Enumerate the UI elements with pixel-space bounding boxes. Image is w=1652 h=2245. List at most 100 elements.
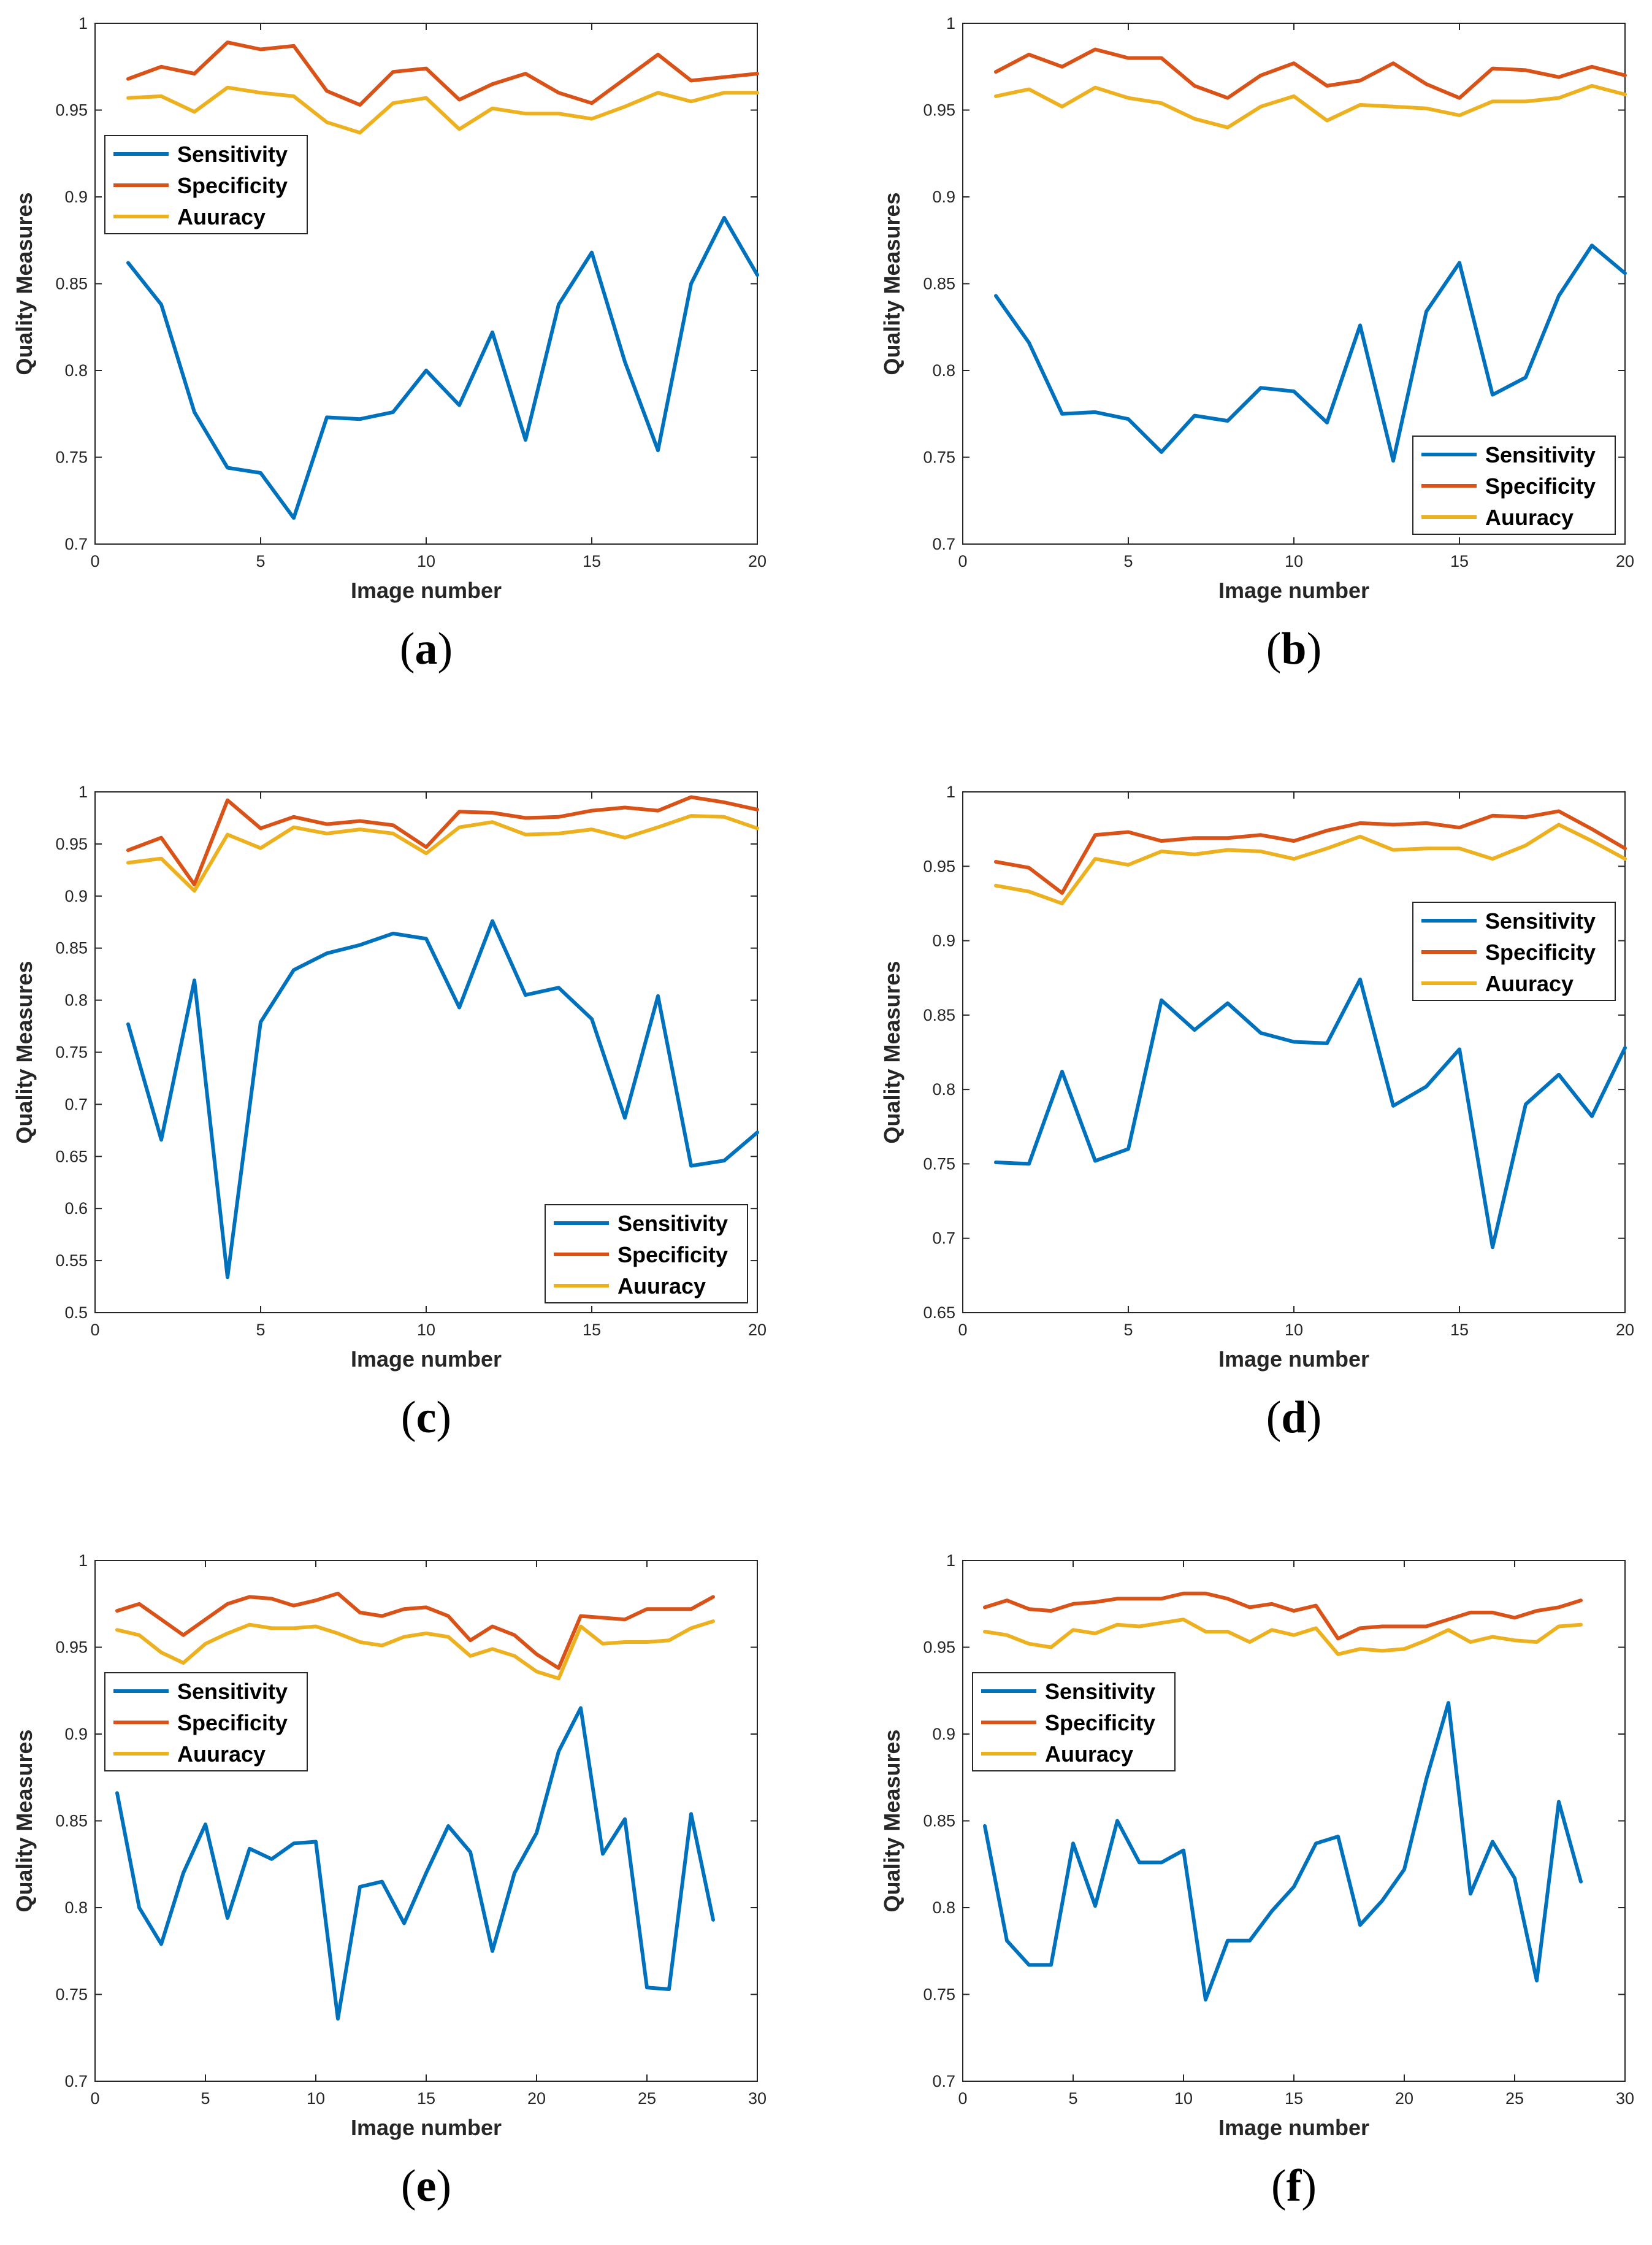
y-tick-label: 1 xyxy=(946,1551,955,1570)
legend-entry-label: Sensitivity xyxy=(1485,908,1596,934)
legend-entry-label: Sensitivity xyxy=(1045,1679,1155,1704)
x-tick-label: 5 xyxy=(1068,2089,1077,2108)
y-tick-label: 0.75 xyxy=(923,448,955,467)
series-line-sensitivity xyxy=(994,977,1627,1249)
y-tick-label: 0.95 xyxy=(923,1638,955,1657)
panel-caption: (e) xyxy=(401,2161,451,2211)
x-tick-label: 20 xyxy=(748,1321,767,1339)
legend-entry-label: Specificity xyxy=(1045,1710,1155,1735)
y-tick-label: 0.7 xyxy=(932,2072,955,2090)
legend-entry-label: Specificity xyxy=(618,1242,728,1267)
x-axis-label: Image number xyxy=(351,1346,502,1372)
y-tick-label: 0.7 xyxy=(932,1229,955,1248)
y-tick-label: 1 xyxy=(946,783,955,801)
plot-area xyxy=(94,1560,758,2082)
series-line-specificity xyxy=(994,809,1627,895)
y-tick-label: 1 xyxy=(946,14,955,33)
x-tick-label: 15 xyxy=(583,1321,601,1339)
legend-entry-label: Auuracy xyxy=(1485,971,1574,996)
legend-entry-label: Sensitivity xyxy=(1485,442,1596,467)
y-tick-label: 0.9 xyxy=(932,188,955,206)
panel-caption: (d) xyxy=(1266,1392,1321,1443)
series-line-auuracy xyxy=(115,1619,715,1681)
y-tick-label: 0.65 xyxy=(55,1147,88,1165)
y-tick-label: 1 xyxy=(78,783,88,801)
x-axis-label: Image number xyxy=(1218,578,1369,603)
x-tick-label: 5 xyxy=(1123,1321,1133,1339)
y-axis-label: Quality Measures xyxy=(879,1729,904,1912)
chart-panel-a: 0 5 10 15 20 0.7 0.75 0.8 0.85 0.9 0.95 1 Image numb… xyxy=(12,14,767,674)
y-tick-label: 0.95 xyxy=(923,857,955,875)
chart-panel-b: 0 5 10 15 20 0.7 0.75 0.8 0.85 0.9 0.95 1 Image numb… xyxy=(879,14,1634,674)
x-tick-label: 10 xyxy=(417,1321,435,1339)
x-tick-label: 0 xyxy=(958,552,967,570)
x-tick-label: 20 xyxy=(1616,1321,1634,1339)
series-line-auuracy xyxy=(994,83,1627,129)
y-tick-label: 0.75 xyxy=(923,1154,955,1173)
x-tick-label: 5 xyxy=(201,2089,210,2108)
legend-entry-label: Specificity xyxy=(177,1710,288,1735)
legend-entry-label: Auuracy xyxy=(177,1741,266,1767)
x-tick-label: 20 xyxy=(1616,552,1634,570)
x-axis-label: Image number xyxy=(351,578,502,603)
x-tick-label: 20 xyxy=(1395,2089,1413,2108)
panel-caption: (c) xyxy=(401,1392,451,1443)
legend-entry-label: Specificity xyxy=(1485,474,1596,499)
x-tick-label: 10 xyxy=(1174,2089,1193,2108)
y-tick-label: 0.95 xyxy=(55,101,88,120)
x-tick-label: 15 xyxy=(1450,1321,1469,1339)
y-tick-label: 0.85 xyxy=(923,275,955,293)
series-line-specificity xyxy=(115,1591,715,1670)
y-tick-label: 0.9 xyxy=(932,932,955,950)
chart-panel-d: 0 5 10 15 20 0.65 0.7 0.75 0.8 0.85 0.9 0.95 1 Image … xyxy=(879,783,1634,1443)
legend-entry-label: Specificity xyxy=(177,173,288,198)
panel-caption-letter: b xyxy=(1281,624,1306,674)
panel-caption: (a) xyxy=(400,624,453,674)
x-tick-label: 15 xyxy=(1285,2089,1303,2108)
y-tick-label: 0.75 xyxy=(55,448,88,467)
x-tick-label: 15 xyxy=(417,2089,435,2108)
y-axis-label: Quality Measures xyxy=(879,961,904,1143)
y-tick-label: 0.95 xyxy=(923,101,955,120)
legend: Sensitivity Specificity Auuracy xyxy=(104,135,308,234)
x-tick-label: 25 xyxy=(638,2089,656,2108)
x-tick-label: 15 xyxy=(1450,552,1469,570)
panel-caption-letter: c xyxy=(416,1392,437,1443)
x-tick-label: 10 xyxy=(1285,1321,1303,1339)
panel-caption-letter: f xyxy=(1287,2161,1302,2211)
chart-panel-e: 0 5 10 15 20 25 30 0.7 0.75 0.8 0.85 0.9 0.95 1 Image … xyxy=(12,1551,767,2211)
series-line-specificity xyxy=(126,795,759,887)
x-tick-label: 10 xyxy=(417,552,435,570)
x-tick-label: 5 xyxy=(256,1321,265,1339)
plot-area xyxy=(962,791,1626,1313)
series-line-specificity xyxy=(994,47,1627,100)
y-tick-label: 0.85 xyxy=(55,1812,88,1830)
y-tick-label: 0.7 xyxy=(932,535,955,553)
legend-entry-label: Auuracy xyxy=(618,1273,706,1299)
panel-caption-letter: d xyxy=(1281,1392,1306,1443)
x-tick-label: 0 xyxy=(958,1321,967,1339)
y-tick-label: 0.8 xyxy=(64,361,88,380)
y-tick-label: 0.65 xyxy=(923,1303,955,1322)
series-line-auuracy xyxy=(126,814,759,893)
x-tick-label: 0 xyxy=(958,2089,967,2108)
chart-panel-c: 0 5 10 15 20 0.5 0.55 0.6 0.65 0.7 0.75 0.8 0.85 0.9 0… xyxy=(12,783,767,1443)
series-line-sensitivity xyxy=(126,919,759,1280)
y-tick-label: 0.85 xyxy=(55,275,88,293)
y-axis-label: Quality Measures xyxy=(12,961,37,1143)
legend-entry-label: Sensitivity xyxy=(177,142,288,167)
legend-entry-label: Auuracy xyxy=(1045,1741,1133,1767)
x-tick-label: 15 xyxy=(583,552,601,570)
y-tick-label: 1 xyxy=(78,14,88,33)
legend: Sensitivity Specificity Auuracy xyxy=(1412,436,1616,535)
legend-entry-label: Specificity xyxy=(1485,940,1596,965)
y-tick-label: 0.7 xyxy=(64,1095,88,1113)
x-tick-label: 10 xyxy=(307,2089,325,2108)
y-tick-label: 0.75 xyxy=(55,1043,88,1062)
x-axis-label: Image number xyxy=(351,2115,502,2140)
y-tick-label: 1 xyxy=(78,1551,88,1570)
y-tick-label: 0.9 xyxy=(64,887,88,905)
series-line-specificity xyxy=(126,40,759,107)
x-tick-label: 30 xyxy=(748,2089,767,2108)
